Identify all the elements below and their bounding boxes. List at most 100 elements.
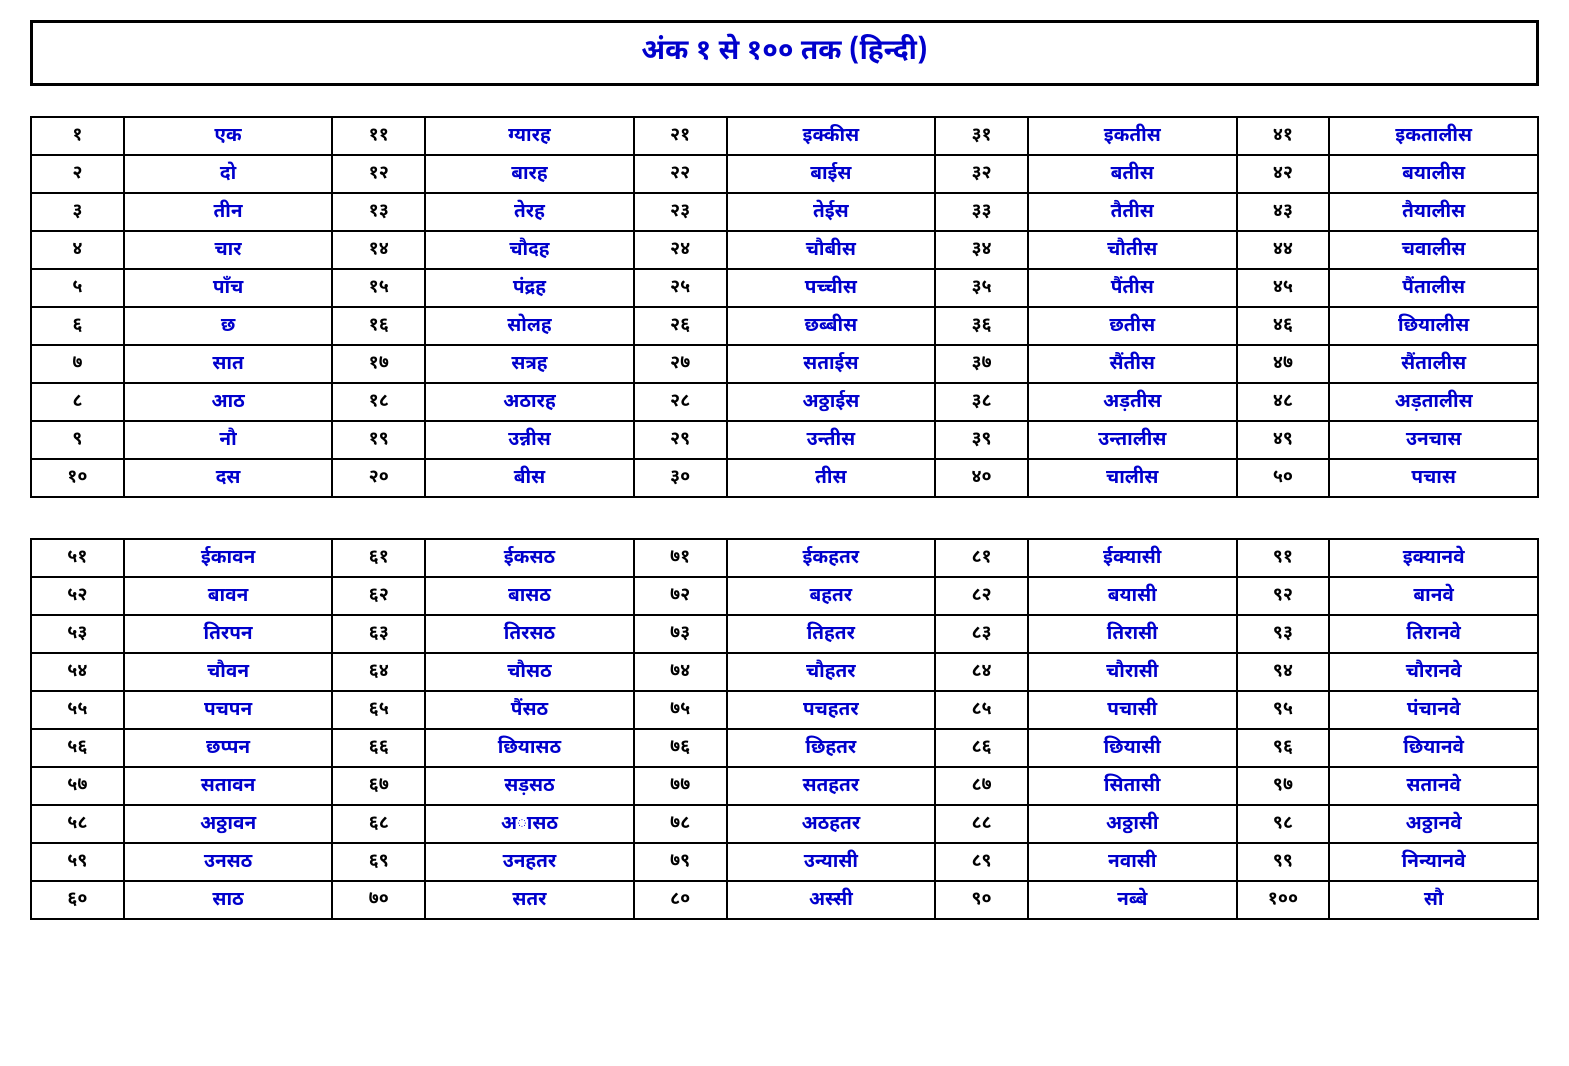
number-cell: ९७ <box>1237 767 1330 805</box>
word-cell: तैयालीस <box>1329 193 1538 231</box>
word-cell: तैतीस <box>1028 193 1237 231</box>
number-cell: ९५ <box>1237 691 1330 729</box>
number-cell: ४७ <box>1237 345 1330 383</box>
word-cell: बहतर <box>727 577 936 615</box>
word-cell: बानवे <box>1329 577 1538 615</box>
word-cell: पचपन <box>124 691 333 729</box>
number-cell: १९ <box>332 421 425 459</box>
number-cell: ५४ <box>31 653 124 691</box>
number-cell: ५१ <box>31 539 124 577</box>
number-cell: २८ <box>634 383 727 421</box>
table-row: ३तीन१३तेरह२३तेईस३३तैतीस४३तैयालीस <box>31 193 1538 231</box>
number-cell: ७२ <box>634 577 727 615</box>
table-row: ५१ईकावन६१ईकसठ७१ईकहतर८१ईक्यासी९१इक्यानवे <box>31 539 1538 577</box>
table-row: १एक११ग्यारह२१इक्कीस३१इकतीस४१इकतालीस <box>31 117 1538 155</box>
word-cell: तीस <box>727 459 936 497</box>
word-cell: अड़तीस <box>1028 383 1237 421</box>
word-cell: तिरपन <box>124 615 333 653</box>
word-cell: सतर <box>425 881 634 919</box>
word-cell: साठ <box>124 881 333 919</box>
word-cell: उनचास <box>1329 421 1538 459</box>
word-cell: पचासी <box>1028 691 1237 729</box>
word-cell: उनहतर <box>425 843 634 881</box>
table-row: ५९उनसठ६९उनहतर७९उन्यासी८९नवासी९९निन्यानवे <box>31 843 1538 881</box>
word-cell: दो <box>124 155 333 193</box>
number-cell: १०० <box>1237 881 1330 919</box>
number-cell: २२ <box>634 155 727 193</box>
numbers-table-1: १एक११ग्यारह२१इक्कीस३१इकतीस४१इकतालीस२दो१२… <box>30 116 1539 498</box>
number-cell: २ <box>31 155 124 193</box>
number-cell: ७९ <box>634 843 727 881</box>
number-cell: ३० <box>634 459 727 497</box>
word-cell: एक <box>124 117 333 155</box>
number-cell: ३ <box>31 193 124 231</box>
number-cell: ३६ <box>935 307 1028 345</box>
word-cell: चौबीस <box>727 231 936 269</box>
number-cell: ४० <box>935 459 1028 497</box>
word-cell: तेरह <box>425 193 634 231</box>
word-cell: बावन <box>124 577 333 615</box>
number-cell: ९४ <box>1237 653 1330 691</box>
word-cell: उन्यासी <box>727 843 936 881</box>
word-cell: सौ <box>1329 881 1538 919</box>
word-cell: ईक्यासी <box>1028 539 1237 577</box>
number-cell: ६८ <box>332 805 425 843</box>
number-cell: ४१ <box>1237 117 1330 155</box>
word-cell: अड़तालीस <box>1329 383 1538 421</box>
table-row: ६०साठ७०सतर८०अस्सी९०नब्बे१००सौ <box>31 881 1538 919</box>
word-cell: इक्यानवे <box>1329 539 1538 577</box>
number-cell: ४ <box>31 231 124 269</box>
word-cell: चौवन <box>124 653 333 691</box>
word-cell: उन्तीस <box>727 421 936 459</box>
word-cell: सड़सठ <box>425 767 634 805</box>
number-cell: ९ <box>31 421 124 459</box>
number-cell: १५ <box>332 269 425 307</box>
number-cell: ५७ <box>31 767 124 805</box>
word-cell: चौरासी <box>1028 653 1237 691</box>
table-row: ५५पचपन६५पैंसठ७५पचहतर८५पचासी९५पंचानवे <box>31 691 1538 729</box>
number-cell: ५० <box>1237 459 1330 497</box>
word-cell: अठ्ठासी <box>1028 805 1237 843</box>
word-cell: पचहतर <box>727 691 936 729</box>
number-cell: ५२ <box>31 577 124 615</box>
table-row: ५६छप्पन६६छियासठ७६छिहतर८६छियासी९६छियानवे <box>31 729 1538 767</box>
word-cell: छियालीस <box>1329 307 1538 345</box>
number-cell: ३७ <box>935 345 1028 383</box>
number-cell: ७८ <box>634 805 727 843</box>
word-cell: दस <box>124 459 333 497</box>
word-cell: अासठ <box>425 805 634 843</box>
word-cell: छियानवे <box>1329 729 1538 767</box>
number-cell: ८४ <box>935 653 1028 691</box>
number-cell: २१ <box>634 117 727 155</box>
number-cell: ११ <box>332 117 425 155</box>
word-cell: सत्रह <box>425 345 634 383</box>
table-row: ५४चौवन६४चौसठ७४चौहतर८४चौरासी९४चौरानवे <box>31 653 1538 691</box>
word-cell: छ <box>124 307 333 345</box>
number-cell: ६७ <box>332 767 425 805</box>
word-cell: सात <box>124 345 333 383</box>
word-cell: सैंतालीस <box>1329 345 1538 383</box>
word-cell: बयालीस <box>1329 155 1538 193</box>
table-row: ४चार१४चौदह२४चौबीस३४चौतीस४४चवालीस <box>31 231 1538 269</box>
number-cell: ६० <box>31 881 124 919</box>
word-cell: छब्बीस <box>727 307 936 345</box>
word-cell: इकतीस <box>1028 117 1237 155</box>
word-cell: अठहतर <box>727 805 936 843</box>
number-cell: ९८ <box>1237 805 1330 843</box>
word-cell: छियासठ <box>425 729 634 767</box>
number-cell: ९० <box>935 881 1028 919</box>
number-cell: ६ <box>31 307 124 345</box>
word-cell: आठ <box>124 383 333 421</box>
word-cell: तिरानवे <box>1329 615 1538 653</box>
word-cell: पच्चीस <box>727 269 936 307</box>
number-cell: ६२ <box>332 577 425 615</box>
number-cell: ९१ <box>1237 539 1330 577</box>
number-cell: ६९ <box>332 843 425 881</box>
table-row: ५पाँच१५पंद्रह२५पच्चीस३५पैंतीस४५पैंतालीस <box>31 269 1538 307</box>
table-row: ६छ१६सोलह२६छब्बीस३६छतीस४६छियालीस <box>31 307 1538 345</box>
word-cell: तीन <box>124 193 333 231</box>
number-cell: ८१ <box>935 539 1028 577</box>
number-cell: ९२ <box>1237 577 1330 615</box>
number-cell: ८६ <box>935 729 1028 767</box>
number-cell: ९६ <box>1237 729 1330 767</box>
